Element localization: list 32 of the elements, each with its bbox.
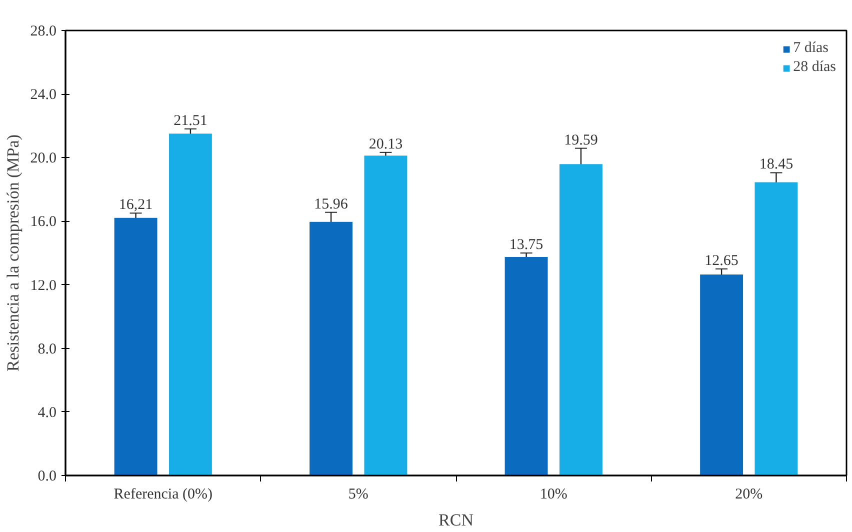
y-tick-label: 0.0	[38, 468, 56, 484]
y-tick-label: 16.0	[30, 214, 56, 230]
bar	[364, 156, 408, 476]
bar	[754, 182, 798, 476]
y-tick-label: 28.0	[30, 24, 56, 40]
x-tick-label: 20%	[735, 486, 763, 502]
x-tick-label: 10%	[540, 486, 568, 502]
bar	[310, 222, 353, 476]
x-tick-label: Referencia (0%)	[114, 486, 212, 502]
bar	[700, 274, 744, 476]
x-tick-label: 5%	[348, 486, 368, 502]
bar	[559, 164, 602, 476]
data-label: 21.51	[174, 112, 208, 129]
legend-label: 7 días	[793, 40, 828, 57]
bar	[504, 256, 548, 476]
y-tick-label: 12.0	[30, 278, 56, 294]
x-axis-title: RCN	[438, 510, 474, 530]
y-axis-title: Resistencia a la compresión (MPa)	[3, 134, 22, 372]
data-label: 16,21	[118, 197, 153, 214]
bar	[168, 134, 212, 476]
y-tick-label: 4.0	[38, 404, 56, 421]
data-label: 19.59	[564, 132, 598, 148]
data-label: 20.13	[368, 136, 403, 152]
data-label: 12.65	[704, 252, 738, 269]
data-label: 13.75	[509, 237, 544, 253]
y-tick-label: 20.0	[30, 150, 56, 167]
bar	[114, 218, 158, 476]
legend-label: 28 días	[793, 59, 836, 76]
data-label: 15.96	[314, 196, 348, 212]
y-tick-label: 24.0	[30, 87, 56, 104]
data-label: 18.45	[759, 156, 794, 173]
y-tick-label: 8.0	[38, 341, 56, 358]
